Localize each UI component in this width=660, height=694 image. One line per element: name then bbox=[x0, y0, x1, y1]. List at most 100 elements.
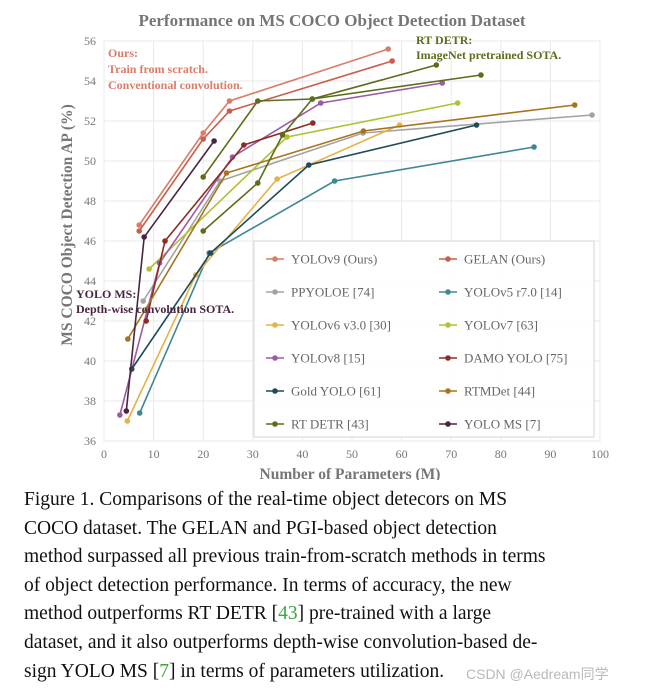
legend-item: Gold YOLO [61] bbox=[266, 384, 381, 399]
data-point bbox=[284, 134, 290, 140]
x-tick-label: 70 bbox=[445, 447, 457, 461]
data-point bbox=[200, 174, 206, 180]
data-point bbox=[473, 122, 480, 128]
legend-swatch-marker bbox=[272, 256, 278, 262]
series-line bbox=[138, 48, 389, 226]
x-tick-label: 0 bbox=[101, 447, 107, 461]
legend-swatch-marker bbox=[445, 355, 451, 361]
legend-item: YOLOv5 r7.0 [14] bbox=[439, 285, 562, 300]
annotation-rtdetr: RT DETR: ImageNet pretrained SOTA. bbox=[416, 33, 561, 62]
legend-label: RT DETR [43] bbox=[291, 417, 369, 432]
caption-line: of object detection performance. In term… bbox=[24, 574, 512, 596]
y-tick-label: 42 bbox=[84, 314, 96, 328]
series-gelan-ours bbox=[136, 58, 395, 234]
legend-swatch-marker bbox=[445, 322, 451, 328]
data-point bbox=[478, 72, 484, 78]
data-point bbox=[254, 98, 261, 104]
axis-ticks: 0 10 20 30 40 50 60 70 80 90 100 36 38 40 42 44 46 48 50 52… bbox=[84, 34, 609, 461]
y-tick-label: 44 bbox=[84, 274, 96, 288]
data-point bbox=[433, 62, 440, 68]
annotation-yoloms-line: YOLO MS: bbox=[76, 287, 136, 301]
data-point bbox=[226, 98, 233, 104]
legend-label: YOLOv6 v3.0 [30] bbox=[291, 318, 391, 333]
legend-item: GELAN (Ours) bbox=[439, 252, 545, 267]
legend-item: RT DETR [43] bbox=[266, 417, 369, 432]
y-axis-label: MS COCO Object Detection AP (%) bbox=[59, 104, 76, 346]
legend-item: YOLOv7 [63] bbox=[439, 318, 538, 333]
annotation-ours: Ours: Train from scratch. Conventional c… bbox=[108, 46, 243, 92]
data-point bbox=[310, 120, 316, 126]
y-tick-label: 54 bbox=[84, 74, 96, 88]
data-point bbox=[241, 142, 247, 148]
data-point bbox=[146, 266, 152, 272]
legend-item: YOLOv6 v3.0 [30] bbox=[266, 318, 391, 333]
legend-label: YOLOv8 [15] bbox=[291, 351, 365, 366]
x-tick-label: 10 bbox=[148, 447, 160, 461]
legend-swatch-marker bbox=[272, 388, 278, 394]
series-line bbox=[145, 122, 314, 322]
legend-swatch-marker bbox=[272, 289, 278, 295]
caption-text: sign YOLO MS [ bbox=[24, 660, 160, 682]
data-point bbox=[571, 102, 578, 108]
legend-swatch-marker bbox=[445, 421, 451, 427]
watermark: CSDN @Aedream同学 bbox=[466, 666, 609, 682]
annotation-rtdetr-line: ImageNet pretrained SOTA. bbox=[416, 48, 561, 62]
x-tick-label: 60 bbox=[396, 447, 408, 461]
series-rt-detr-imagenet-pretrained bbox=[200, 72, 484, 180]
legend-swatch-marker bbox=[445, 256, 451, 262]
legend-swatch-marker bbox=[272, 355, 278, 361]
caption-line: COCO dataset. The GELAN and PGI-based ob… bbox=[24, 517, 497, 539]
citation-link[interactable]: 7 bbox=[159, 660, 169, 682]
legend-swatch-marker bbox=[272, 322, 278, 328]
series-line bbox=[138, 146, 535, 414]
y-tick-label: 38 bbox=[84, 394, 96, 408]
legend-label: YOLOv9 (Ours) bbox=[291, 252, 377, 267]
data-point bbox=[331, 178, 338, 184]
caption-text: ] pre-trained with a large bbox=[297, 603, 492, 625]
data-point bbox=[317, 100, 324, 106]
data-point bbox=[385, 46, 392, 52]
data-point bbox=[125, 336, 131, 342]
data-point bbox=[123, 408, 130, 414]
data-point bbox=[223, 170, 230, 176]
y-tick-label: 40 bbox=[84, 354, 96, 368]
annotation-yoloms-line: Depth-wise convolution SOTA. bbox=[76, 302, 234, 316]
series-gold-yolo-61 bbox=[128, 122, 480, 372]
series-line bbox=[126, 124, 400, 422]
legend-item: YOLO MS [7] bbox=[439, 417, 541, 432]
legend-item: YOLOv8 [15] bbox=[266, 351, 365, 366]
chart-title: Performance on MS COCO Object Detection … bbox=[138, 11, 525, 30]
data-point bbox=[211, 138, 217, 144]
data-point bbox=[274, 176, 280, 182]
data-point bbox=[143, 318, 149, 324]
legend-box bbox=[253, 240, 595, 438]
data-point bbox=[207, 250, 214, 256]
data-point bbox=[140, 298, 146, 304]
data-point bbox=[360, 128, 367, 134]
data-point bbox=[141, 234, 147, 240]
y-tick-label: 46 bbox=[84, 234, 96, 248]
caption-line: method surpassed all previous train-from… bbox=[24, 546, 546, 568]
series-line bbox=[131, 124, 477, 370]
data-point bbox=[439, 80, 446, 86]
data-point bbox=[309, 96, 316, 102]
data-point bbox=[226, 108, 233, 114]
citation-link[interactable]: 43 bbox=[278, 603, 298, 625]
x-axis-label: Number of Parameters (M) bbox=[260, 466, 441, 480]
series-line bbox=[127, 104, 575, 340]
annotation-ours-line: Train from scratch. bbox=[108, 62, 208, 76]
y-tick-label: 56 bbox=[84, 34, 96, 48]
data-point bbox=[136, 222, 143, 228]
annotation-rtdetr-line: RT DETR: bbox=[416, 33, 472, 47]
data-point bbox=[589, 112, 595, 118]
series-rtmdet-44 bbox=[125, 102, 578, 342]
series-layer bbox=[117, 46, 595, 424]
x-tick-label: 80 bbox=[495, 447, 507, 461]
x-tick-label: 20 bbox=[197, 447, 209, 461]
data-point bbox=[254, 180, 261, 186]
caption-line: method outperforms RT DETR [43] pre-trai… bbox=[24, 600, 640, 629]
figure-caption: Figure 1. Comparisons of the real-time o… bbox=[24, 486, 640, 686]
series-line bbox=[202, 74, 482, 178]
legend-item: DAMO YOLO [75] bbox=[439, 351, 568, 366]
data-point bbox=[200, 228, 206, 234]
